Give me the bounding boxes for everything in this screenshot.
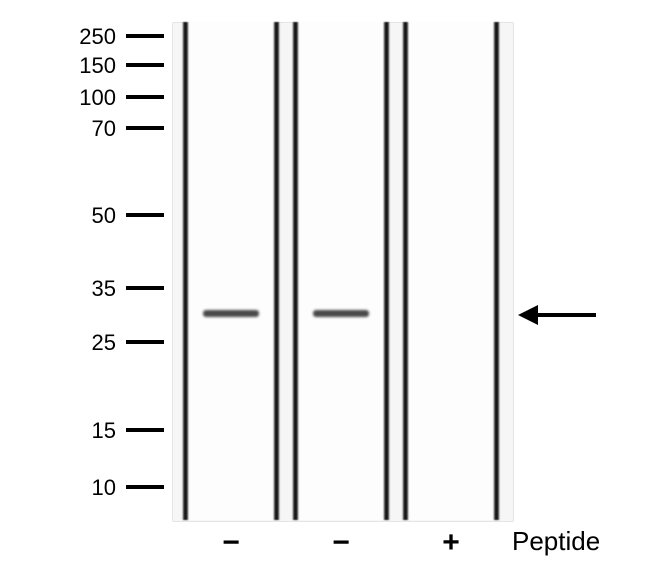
ladder-tick [126,340,164,344]
ladder-label: 250 [46,24,116,50]
ladder-label: 50 [46,203,116,229]
ladder-tick [126,95,164,99]
ladder-tick [126,485,164,489]
lane-condition-symbol: − [295,526,387,560]
peptide-label: Peptide [512,526,600,557]
ladder-label: 35 [46,276,116,302]
ladder-tick [126,34,164,38]
ladder-label: 25 [46,330,116,356]
lane-edge [493,22,500,520]
ladder-label: 70 [46,116,116,142]
lane-edge [383,22,390,520]
ladder-label: 15 [46,418,116,444]
lane-edge [402,22,409,520]
ladder-tick [126,126,164,130]
ladder-label: 150 [46,53,116,79]
lane-edge [182,22,189,520]
protein-band [203,310,259,317]
ladder-label: 100 [46,85,116,111]
lane-edge [273,22,280,520]
lane [185,22,277,520]
ladder-label: 10 [46,475,116,501]
ladder-tick [126,286,164,290]
lane-condition-symbol: + [405,526,497,560]
target-arrow [518,305,596,325]
lane-edge [292,22,299,520]
arrow-head-icon [518,305,538,325]
protein-band [313,310,369,317]
arrow-line [538,313,596,317]
ladder-tick [126,63,164,67]
ladder-tick [126,213,164,217]
ladder-tick [126,428,164,432]
lane-condition-symbol: − [185,526,277,560]
lane [295,22,387,520]
lane [405,22,497,520]
blot-figure: 250150100705035251510 −−+ Peptide [0,0,650,574]
